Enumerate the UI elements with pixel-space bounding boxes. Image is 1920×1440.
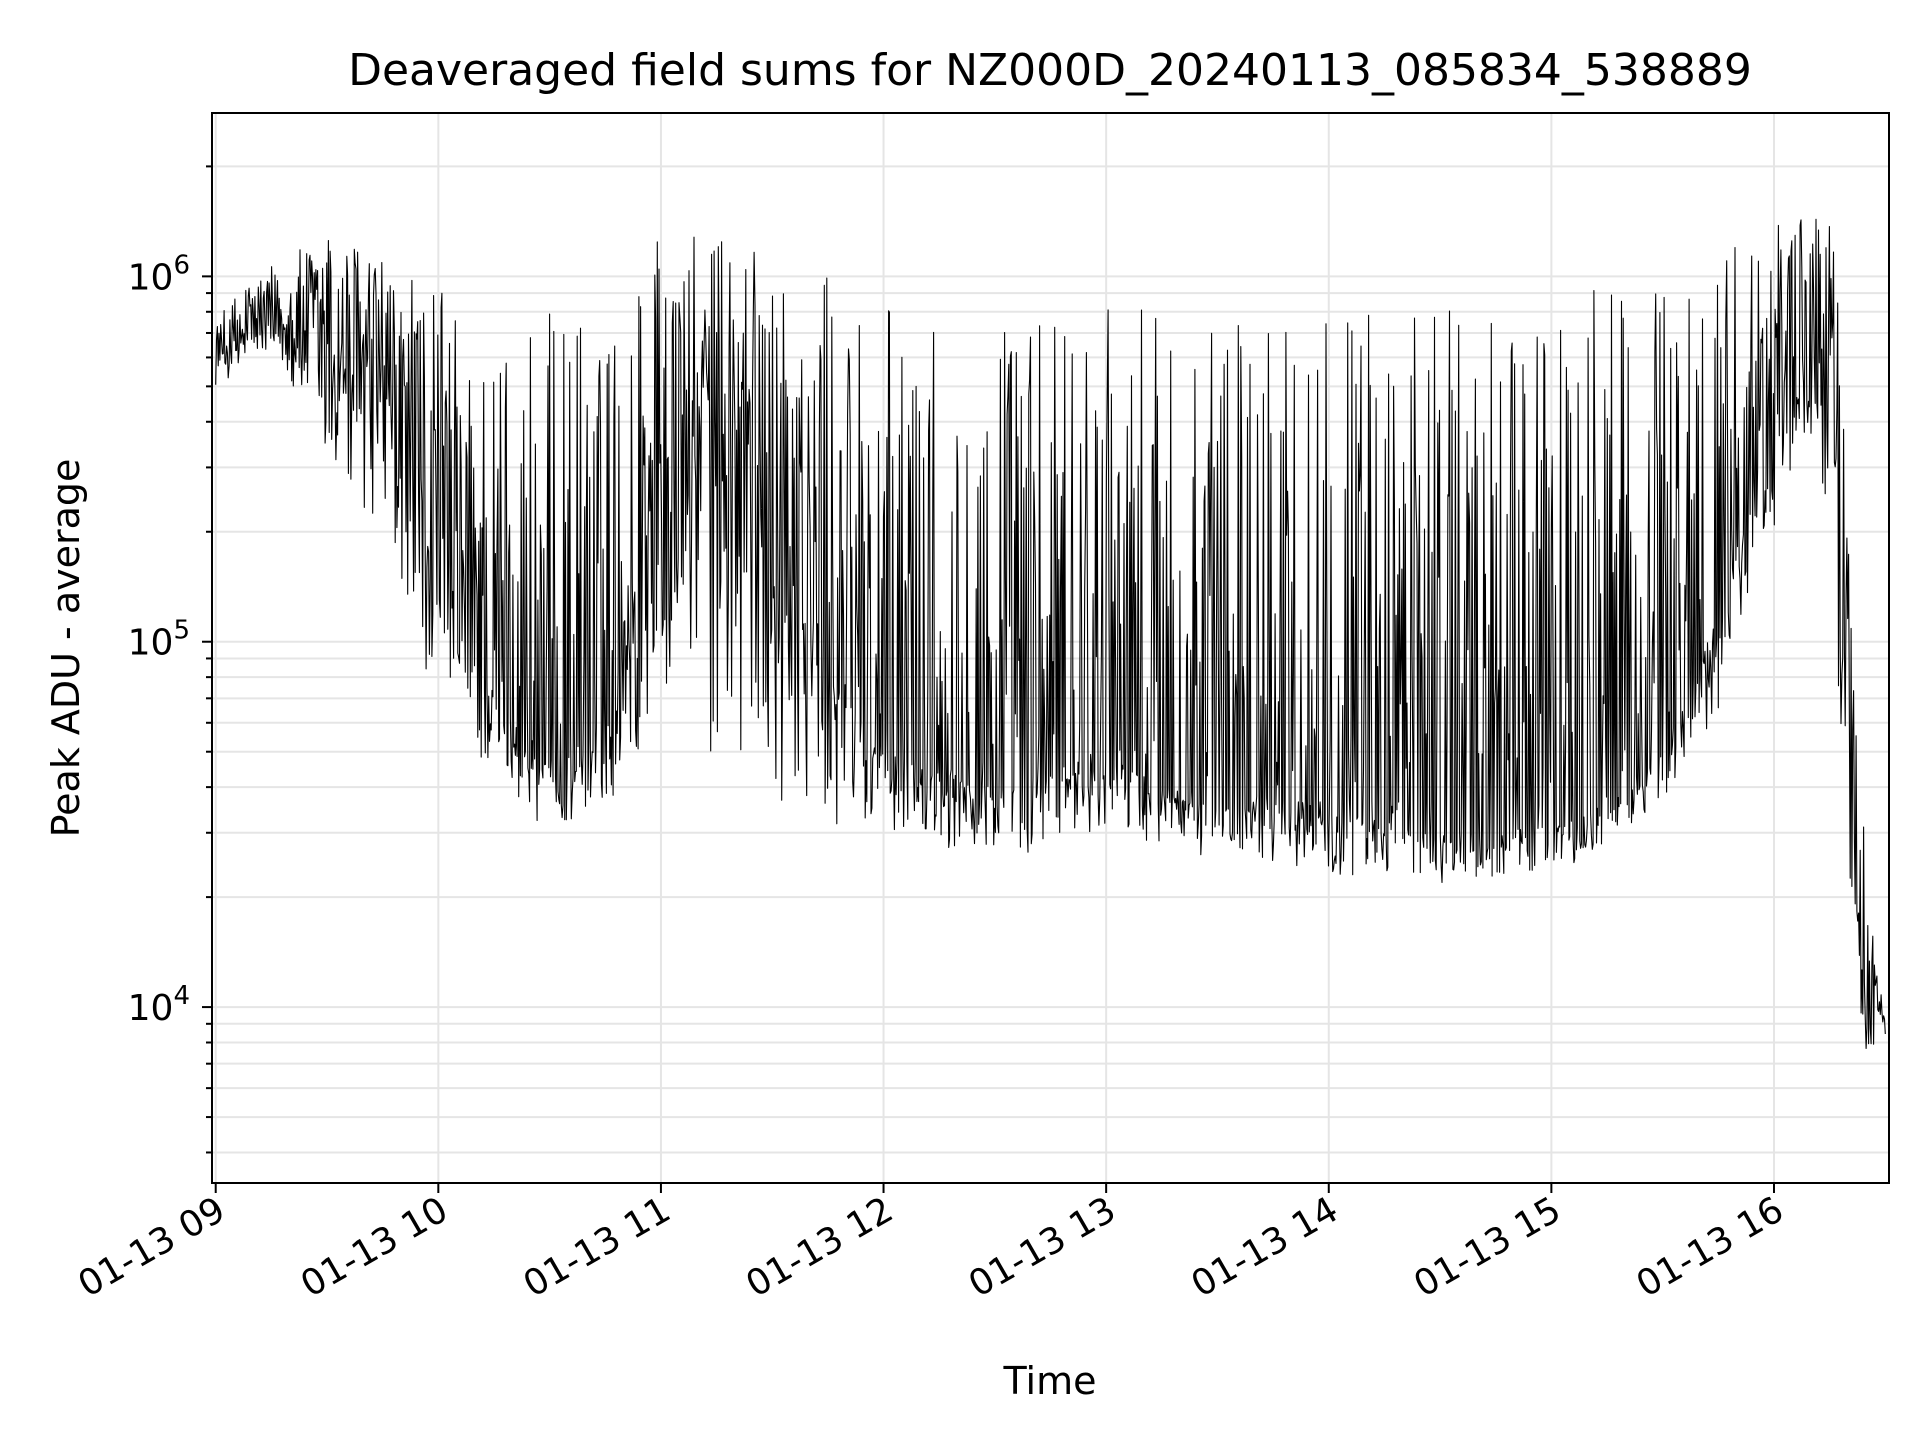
x-tick-label: 01-13 11 (517, 1189, 678, 1305)
plot-frame (211, 112, 1890, 1184)
x-axis-label: Time (1003, 1359, 1097, 1403)
y-tick-label: 106 (128, 250, 190, 298)
data-series (215, 218, 1886, 1050)
y-axis-label: Peak ADU - average (44, 459, 88, 838)
x-tick-label: 01-13 09 (72, 1189, 233, 1305)
series-line (215, 218, 1886, 1050)
x-tick-label: 01-13 13 (962, 1189, 1123, 1305)
x-tick-label: 01-13 16 (1630, 1189, 1791, 1305)
y-tick-label: 104 (128, 981, 190, 1029)
y-tick-label: 105 (128, 616, 190, 664)
x-tick-label: 01-13 10 (294, 1189, 455, 1305)
x-axis: 01-13 09 01-13 10 01-13 11 01-13 12 01-13 13… (72, 1183, 1791, 1306)
y-axis: 104 105 106 (128, 165, 212, 1154)
chart-title: Deaveraged field sums for NZ000D_2024011… (348, 45, 1752, 96)
x-tick-label: 01-13 15 (1407, 1189, 1568, 1305)
x-tick-label: 01-13 12 (739, 1189, 900, 1305)
x-tick-label: 01-13 14 (1185, 1189, 1346, 1305)
